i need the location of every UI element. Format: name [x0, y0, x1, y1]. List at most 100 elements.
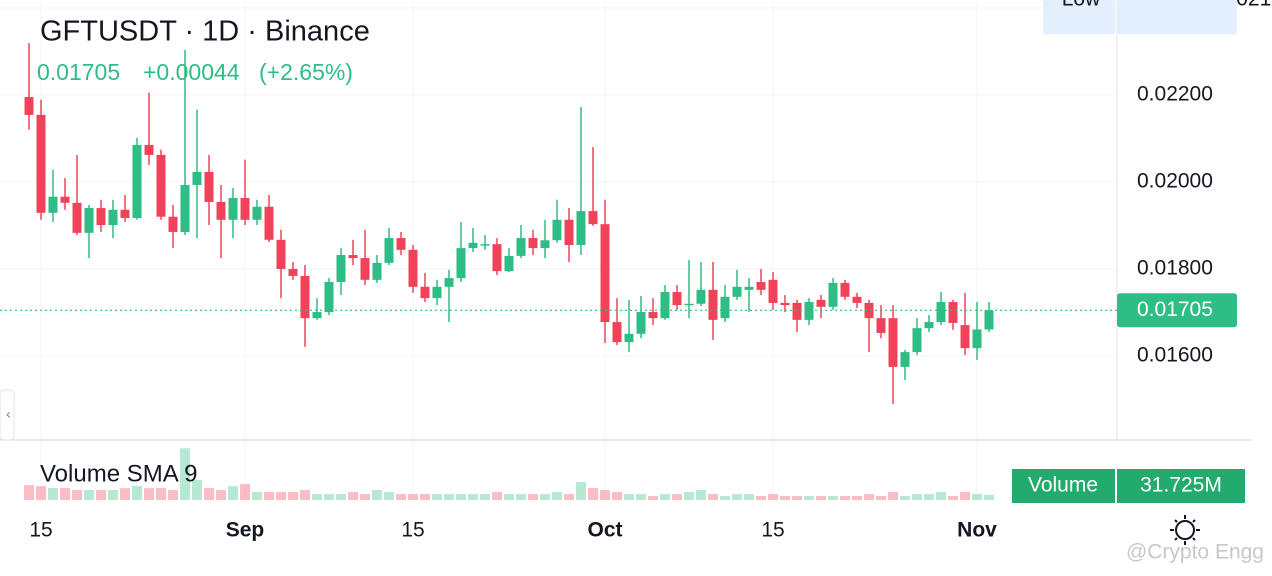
y-tick-label: 0.02000	[1137, 169, 1213, 192]
candle-body	[372, 262, 382, 280]
candle-body	[564, 219, 574, 246]
volume-bar	[516, 494, 526, 500]
last-price: 0.01705	[37, 59, 120, 85]
candle-body	[216, 201, 226, 220]
candle-body	[456, 248, 466, 279]
y-tick-label: 0.01800	[1137, 257, 1213, 280]
candle-body	[756, 282, 766, 290]
volume-bar	[432, 494, 442, 500]
candle-body	[732, 286, 742, 297]
volume-bar	[276, 492, 286, 500]
last-price-label: 0.01705	[1137, 298, 1213, 321]
volume-bar	[804, 496, 814, 500]
volume-bar	[792, 496, 802, 500]
volume-bar	[816, 496, 826, 500]
volume-bar	[660, 494, 670, 500]
candle-body	[648, 312, 658, 319]
candle-body	[744, 286, 754, 290]
candle-body	[444, 278, 454, 287]
change: +0.00044	[143, 59, 240, 85]
x-tick-label: Sep	[226, 519, 265, 542]
low-value-box	[1117, 0, 1237, 34]
volume-bar	[60, 488, 70, 500]
candle-body	[612, 322, 622, 343]
settings-icon[interactable]	[1170, 515, 1200, 545]
candle-body	[852, 296, 862, 303]
volume-bar	[336, 494, 346, 500]
candle-body	[396, 238, 406, 250]
candle-body	[708, 289, 718, 320]
candle-body	[108, 209, 118, 226]
volume-bar	[492, 492, 502, 500]
volume-bar	[168, 490, 178, 500]
candle-body	[432, 286, 442, 299]
volume-bar	[732, 494, 742, 500]
volume-bar	[972, 494, 982, 500]
volume-name: Volume	[1028, 474, 1098, 497]
volume-bar	[888, 492, 898, 500]
candle-body	[84, 208, 94, 233]
candle-body	[336, 255, 346, 283]
volume-bar	[552, 492, 562, 500]
y-tick-label: 0.02200	[1137, 82, 1213, 105]
candle-body	[240, 198, 250, 220]
volume-bar	[768, 494, 778, 500]
volume-bar	[828, 496, 838, 500]
volume-bar	[924, 494, 934, 500]
candle-body	[972, 329, 982, 349]
volume-bar	[468, 494, 478, 500]
volume-value: 31.725M	[1140, 474, 1222, 497]
volume-bar	[408, 494, 418, 500]
candle-body	[276, 239, 286, 269]
y-tick-label: 0.01600	[1137, 344, 1213, 367]
volume-bar	[240, 484, 250, 500]
candle-body	[36, 114, 46, 213]
candle-body	[936, 302, 946, 323]
x-tick-label: 15	[761, 519, 784, 542]
candle-body	[48, 196, 58, 213]
volume-bar	[756, 496, 766, 500]
volume-bar	[312, 494, 322, 500]
candle-body	[408, 249, 418, 287]
candle-body	[864, 302, 874, 319]
candle-body	[576, 211, 586, 246]
candle-body	[144, 144, 154, 155]
volume-bar	[984, 494, 994, 500]
candle-body	[780, 302, 790, 306]
candle-body	[468, 242, 478, 249]
volume-bar	[444, 494, 454, 500]
candle-body	[600, 224, 610, 323]
candle-body	[156, 154, 166, 217]
candle-body	[264, 206, 274, 240]
volume-indicator: Volume SMA 9	[40, 460, 197, 487]
candle-body	[492, 244, 502, 272]
x-tick-label: 15	[401, 519, 424, 542]
x-tick-label: Oct	[587, 519, 622, 542]
volume-bar	[684, 492, 694, 500]
candle-body	[540, 240, 550, 249]
candle-body	[516, 238, 526, 256]
volume-bar	[192, 480, 202, 500]
volume-bar	[264, 492, 274, 500]
volume-value-box	[1117, 469, 1245, 503]
volume-bar	[96, 490, 106, 500]
candle-body	[672, 292, 682, 306]
volume-bar	[156, 488, 166, 500]
candle-body	[924, 322, 934, 329]
candle-body	[912, 328, 922, 353]
volume-bar	[396, 494, 406, 500]
candle-body	[60, 196, 70, 203]
volume-bar	[324, 494, 334, 500]
candle-body	[288, 268, 298, 276]
candle-body	[792, 302, 802, 320]
collapse-tab[interactable]	[0, 389, 15, 441]
x-tick-label: 15	[29, 519, 52, 542]
candle-body	[624, 333, 634, 343]
candle-body	[660, 292, 670, 319]
candle-body	[720, 296, 730, 319]
candle-body	[24, 97, 34, 115]
candle-body	[480, 244, 490, 246]
volume-bar	[372, 490, 382, 500]
volume-bar	[672, 494, 682, 500]
